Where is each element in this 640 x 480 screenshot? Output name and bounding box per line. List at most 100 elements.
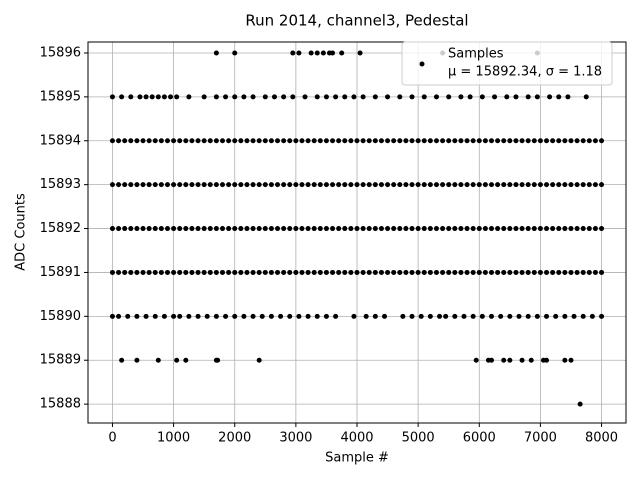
point (244, 269, 250, 275)
point (531, 226, 537, 232)
point (544, 313, 550, 319)
point (213, 226, 219, 232)
point (152, 269, 158, 275)
point (119, 357, 125, 363)
point (155, 357, 161, 363)
point (446, 182, 452, 188)
point (146, 182, 152, 188)
point (519, 357, 525, 363)
point (513, 138, 519, 144)
point (421, 182, 427, 188)
point (152, 138, 158, 144)
point (489, 182, 494, 188)
point (476, 269, 482, 275)
point (363, 313, 369, 319)
point (128, 182, 134, 188)
point (433, 138, 439, 144)
point (342, 138, 348, 144)
point (250, 313, 256, 319)
point (446, 269, 452, 275)
point (550, 226, 556, 232)
point (534, 313, 540, 319)
point (275, 138, 281, 144)
point (492, 94, 498, 100)
point (186, 313, 192, 319)
point (189, 269, 195, 275)
point (421, 94, 427, 100)
point (256, 357, 262, 363)
point (195, 313, 201, 319)
point (378, 182, 384, 188)
point (446, 226, 452, 232)
point (330, 138, 336, 144)
point (574, 269, 580, 275)
point (250, 182, 256, 188)
point (164, 226, 170, 232)
point (220, 269, 225, 275)
point (501, 138, 507, 144)
point (330, 182, 336, 188)
point (592, 182, 598, 188)
point (290, 94, 296, 100)
point (342, 269, 348, 275)
point (109, 182, 115, 188)
point (495, 182, 501, 188)
point (256, 138, 262, 144)
point (122, 138, 128, 144)
point (568, 269, 574, 275)
point (489, 313, 494, 319)
point (140, 269, 146, 275)
point (550, 269, 556, 275)
point (409, 269, 415, 275)
point (452, 182, 458, 188)
point (213, 138, 219, 144)
point (314, 50, 320, 56)
point (489, 357, 494, 363)
point (580, 138, 586, 144)
point (452, 313, 458, 319)
chart-title: Run 2014, channel3, Pedestal (245, 12, 468, 30)
point (241, 94, 247, 100)
point (489, 269, 494, 275)
point (427, 269, 433, 275)
point (204, 313, 210, 319)
point (403, 226, 409, 232)
point (287, 182, 293, 188)
point (122, 226, 128, 232)
point (134, 357, 140, 363)
point (544, 138, 550, 144)
point (372, 313, 378, 319)
point (354, 182, 360, 188)
point (385, 269, 391, 275)
point (351, 313, 357, 319)
point (293, 182, 299, 188)
point (427, 138, 433, 144)
point (342, 226, 348, 232)
point (562, 182, 568, 188)
point (220, 182, 225, 188)
point (238, 226, 244, 232)
point (281, 138, 287, 144)
point (378, 269, 384, 275)
point (397, 94, 403, 100)
point (256, 269, 262, 275)
point (351, 94, 357, 100)
point (275, 269, 281, 275)
point (164, 182, 170, 188)
point (171, 182, 177, 188)
point (238, 138, 244, 144)
plot-frame (87, 41, 627, 424)
point (571, 313, 577, 319)
legend-marker (419, 61, 425, 67)
point (433, 182, 439, 188)
point (213, 182, 219, 188)
point (440, 269, 446, 275)
point (568, 182, 574, 188)
point (226, 182, 232, 188)
point (296, 313, 302, 319)
point (134, 313, 140, 319)
point (250, 94, 256, 100)
y-tick-label: 15895 (40, 89, 81, 104)
point (476, 138, 482, 144)
point (482, 182, 488, 188)
